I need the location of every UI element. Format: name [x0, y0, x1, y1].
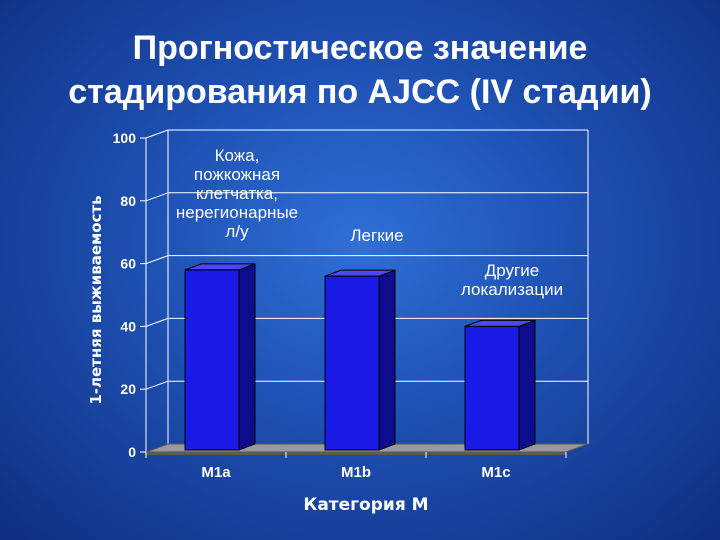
- annotation-line: Кожа,: [215, 146, 260, 165]
- x-tick-label: M1a: [201, 464, 231, 481]
- x-tick-label: M1c: [481, 464, 510, 481]
- annotation-line: Легкие: [350, 226, 403, 245]
- y-axis: 0 20 40 60 80 100: [113, 130, 146, 460]
- bar-m1c: [464, 325, 520, 451]
- y-axis-title: 1-летняя выживаемость: [87, 195, 105, 404]
- gridline-side: [145, 380, 169, 390]
- annotation-m1a: Кожа, пожкожная клетчатка, нерегионарные л/у: [176, 146, 298, 241]
- floor-edge: [146, 452, 566, 455]
- gridline-side: [145, 192, 169, 202]
- y-tick-label: 80: [120, 193, 136, 209]
- slide-title: Прогностическое значение стадирования по…: [20, 26, 700, 114]
- gridline-side: [145, 129, 169, 139]
- y-tick-label: 60: [120, 256, 136, 272]
- y-tick-label: 20: [120, 381, 136, 397]
- x-axis: M1a M1b M1c: [145, 452, 567, 481]
- annotation-line: пожкожная: [194, 165, 280, 184]
- y-tick-label: 40: [120, 318, 136, 334]
- annotation-m1c: Другие локализации: [461, 261, 563, 299]
- bar-side: [378, 269, 396, 451]
- x-tick-label: M1b: [341, 464, 371, 481]
- gridlines: [145, 129, 588, 390]
- annotation-m1b: Легкие: [350, 226, 403, 245]
- bar-m1a: [184, 269, 240, 451]
- y-tick-label: 100: [113, 130, 137, 146]
- bar-side: [238, 263, 256, 451]
- annotation-line: Другие: [485, 261, 539, 280]
- y-tick-label: 0: [128, 444, 136, 460]
- annotation-line: локализации: [461, 280, 563, 299]
- slide-title-line1: Прогностическое значение: [132, 29, 588, 67]
- annotation-line: нерегионарные: [176, 203, 298, 222]
- bar-side: [518, 319, 536, 451]
- annotation-line: л/у: [225, 222, 249, 241]
- x-axis-title: Категория М: [303, 495, 428, 515]
- slide-title-line2: стадирования по AJCC (IV стадии): [68, 73, 652, 111]
- gridline-side: [145, 255, 169, 265]
- bars: [184, 263, 536, 451]
- annotation-line: клетчатка,: [196, 184, 278, 203]
- plot-frame: [145, 130, 589, 452]
- bar-m1b: [324, 275, 380, 451]
- annotations: Кожа, пожкожная клетчатка, нерегионарные л/у…: [176, 146, 563, 299]
- gridline-side: [145, 317, 169, 327]
